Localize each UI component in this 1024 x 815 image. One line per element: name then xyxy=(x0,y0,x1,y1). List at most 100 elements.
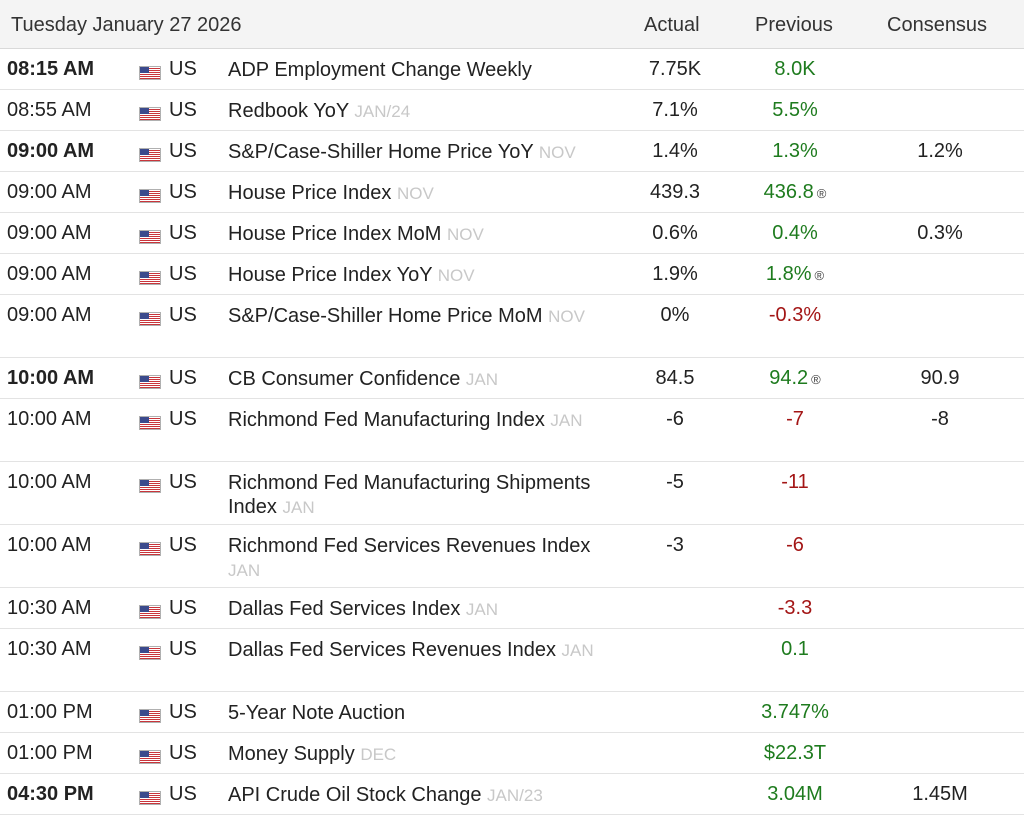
event-name[interactable]: S&P/Case-Shiller Home Price MoM xyxy=(228,305,543,327)
us-flag-icon xyxy=(139,413,161,430)
event-name[interactable]: House Price Index MoM xyxy=(228,223,442,245)
event-name-cell[interactable]: 5-Year Note Auction xyxy=(228,701,598,725)
event-row[interactable]: 08:55 AM US Redbook YoY JAN/24 7.1% 5.5% xyxy=(0,90,1024,131)
country-code: US xyxy=(169,263,197,285)
event-name-cell[interactable]: Dallas Fed Services Revenues Index JAN xyxy=(228,638,598,663)
event-row[interactable]: 09:00 AM US House Price Index NOV 439.3 436.… xyxy=(0,172,1024,213)
event-name[interactable]: House Price Index YoY xyxy=(228,264,433,286)
event-name[interactable]: Dallas Fed Services Index xyxy=(228,598,461,620)
event-name[interactable]: Richmond Fed Manufacturing Index xyxy=(228,409,545,431)
event-name[interactable]: API Crude Oil Stock Change xyxy=(228,784,482,806)
previous-cell: 5.5% xyxy=(735,99,855,122)
event-name-cell[interactable]: S&P/Case-Shiller Home Price YoY NOV xyxy=(228,140,598,165)
previous-value: 3.04M xyxy=(767,783,823,805)
revised-icon[interactable]: ® xyxy=(816,186,827,201)
event-time: 01:00 PM xyxy=(7,701,93,723)
consensus-value: 90.9 xyxy=(920,367,960,389)
event-name-cell[interactable]: House Price Index YoY NOV xyxy=(228,263,598,288)
calendar-header: Tuesday January 27 2026 Actual Previous … xyxy=(0,0,1024,49)
event-name[interactable]: CB Consumer Confidence xyxy=(228,368,461,390)
previous-value: 5.5% xyxy=(772,99,818,121)
event-name[interactable]: Richmond Fed Manufacturing Shipments Ind… xyxy=(228,472,591,518)
previous-value: -7 xyxy=(786,408,804,430)
event-name-cell[interactable]: Dallas Fed Services Index JAN xyxy=(228,597,598,622)
event-period: NOV xyxy=(548,307,585,326)
event-name-cell[interactable]: S&P/Case-Shiller Home Price MoM NOV xyxy=(228,304,598,329)
event-time: 10:00 AM xyxy=(7,534,92,556)
event-time: 08:55 AM xyxy=(7,99,92,121)
event-row[interactable]: 04:30 PM US API Crude Oil Stock Change JAN… xyxy=(0,774,1024,815)
previous-cell: -0.3% xyxy=(735,304,855,327)
header-actual: Actual xyxy=(644,14,700,36)
event-row[interactable]: 01:00 PM US 5-Year Note Auction 3.747% xyxy=(0,692,1024,733)
previous-value: 1.3% xyxy=(772,140,818,162)
previous-value: 0.1 xyxy=(781,638,809,660)
calendar-rows: 08:15 AM US ADP Employment Change Weekly 7.… xyxy=(0,49,1024,815)
revised-icon[interactable]: ® xyxy=(814,268,825,283)
previous-value: -11 xyxy=(781,471,809,493)
previous-cell: 8.0K xyxy=(735,58,855,81)
event-name-cell[interactable]: Money Supply DEC xyxy=(228,742,598,767)
event-name[interactable]: Redbook YoY xyxy=(228,100,349,122)
event-row[interactable]: 01:00 PM US Money Supply DEC $22.3T xyxy=(0,733,1024,774)
previous-value: -6 xyxy=(786,534,804,556)
revised-icon[interactable]: ® xyxy=(811,372,821,387)
actual-value: 439.3 xyxy=(649,181,701,203)
event-period: NOV xyxy=(446,225,484,244)
us-flag-icon xyxy=(139,788,161,805)
event-name-cell[interactable]: House Price Index NOV xyxy=(228,181,598,206)
event-time: 10:30 AM xyxy=(7,597,92,619)
previous-cell: -6 xyxy=(735,534,855,557)
event-time: 09:00 AM xyxy=(7,181,92,203)
event-name-cell[interactable]: Richmond Fed Services Revenues Index JAN xyxy=(228,534,598,583)
consensus-value: 1.45M xyxy=(912,783,968,805)
event-row[interactable]: 10:00 AM US CB Consumer Confidence JAN 84.5… xyxy=(0,358,1024,399)
previous-cell: -7 xyxy=(735,408,855,431)
event-name-cell[interactable]: House Price Index MoM NOV xyxy=(228,222,598,247)
event-name[interactable]: House Price Index xyxy=(228,182,392,204)
previous-value: 1.8% xyxy=(765,263,812,285)
previous-value: 0.4% xyxy=(772,222,818,244)
event-time: 10:00 AM xyxy=(7,367,95,389)
country-code: US xyxy=(169,222,197,244)
us-flag-icon xyxy=(139,539,161,556)
us-flag-icon xyxy=(139,372,161,389)
event-row[interactable]: 10:30 AM US Dallas Fed Services Index JAN -… xyxy=(0,588,1024,629)
actual-value: -3 xyxy=(666,534,684,556)
previous-value: $22.3T xyxy=(763,742,827,764)
event-name[interactable]: Money Supply xyxy=(228,743,355,765)
event-name[interactable]: Dallas Fed Services Revenues Index xyxy=(228,639,556,661)
event-name-cell[interactable]: CB Consumer Confidence JAN xyxy=(228,367,598,392)
event-row[interactable]: 10:30 AM US Dallas Fed Services Revenues I… xyxy=(0,629,1024,692)
event-time: 09:00 AM xyxy=(7,140,95,162)
event-row[interactable]: 09:00 AM US House Price Index MoM NOV 0.6% 0… xyxy=(0,213,1024,254)
event-name-cell[interactable]: API Crude Oil Stock Change JAN/23 xyxy=(228,783,598,808)
event-row[interactable]: 10:00 AM US Richmond Fed Manufacturing Ind… xyxy=(0,399,1024,462)
event-name[interactable]: ADP Employment Change Weekly xyxy=(228,59,532,81)
event-name-cell[interactable]: Richmond Fed Manufacturing Index JAN xyxy=(228,408,598,433)
actual-value: 84.5 xyxy=(655,367,695,389)
event-period: JAN/24 xyxy=(354,102,411,121)
event-row[interactable]: 09:00 AM US S&P/Case-Shiller Home Price Yo… xyxy=(0,131,1024,172)
actual-value: -6 xyxy=(666,408,684,430)
country-code: US xyxy=(169,304,197,326)
event-row[interactable]: 09:00 AM US S&P/Case-Shiller Home Price Mo… xyxy=(0,295,1024,358)
event-name-cell[interactable]: ADP Employment Change Weekly xyxy=(228,58,598,82)
event-name-cell[interactable]: Redbook YoY JAN/24 xyxy=(228,99,598,124)
event-name[interactable]: Richmond Fed Services Revenues Index xyxy=(228,535,591,557)
event-name[interactable]: 5-Year Note Auction xyxy=(228,702,406,724)
previous-cell: -3.3 xyxy=(735,597,855,620)
event-name[interactable]: S&P/Case-Shiller Home Price YoY xyxy=(228,141,534,163)
event-name-cell[interactable]: Richmond Fed Manufacturing Shipments Ind… xyxy=(228,471,598,520)
previous-cell: 3.04M xyxy=(735,783,855,806)
previous-value: -3.3 xyxy=(777,597,813,619)
country-code: US xyxy=(169,140,197,162)
event-row[interactable]: 10:00 AM US Richmond Fed Manufacturing Shi… xyxy=(0,462,1024,525)
us-flag-icon xyxy=(139,186,161,203)
previous-value: 94.2 xyxy=(769,367,809,389)
event-row[interactable]: 08:15 AM US ADP Employment Change Weekly 7.… xyxy=(0,49,1024,90)
previous-cell: 1.3% xyxy=(735,140,855,163)
event-row[interactable]: 10:00 AM US Richmond Fed Services Revenues… xyxy=(0,525,1024,588)
us-flag-icon xyxy=(139,227,161,244)
event-row[interactable]: 09:00 AM US House Price Index YoY NOV 1.9% 1… xyxy=(0,254,1024,295)
